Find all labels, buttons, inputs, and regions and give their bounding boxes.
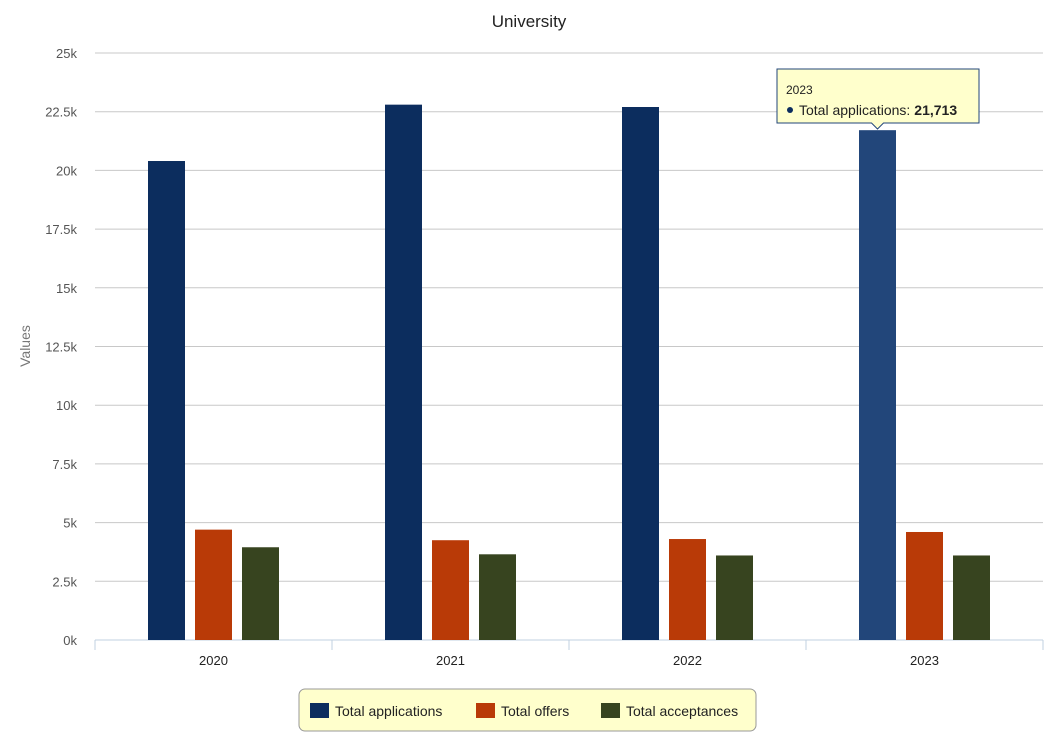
x-tick-label: 2022 [673, 653, 702, 668]
y-tick-label: 12.5k [45, 340, 77, 355]
legend: Total applications Total offers Total acce… [298, 688, 757, 732]
bar-total-applications-2022[interactable] [622, 107, 659, 640]
y-tick-label: 7.5k [52, 457, 77, 472]
legend-swatch [601, 703, 620, 718]
legend-item-total-acceptances[interactable]: Total acceptances [601, 703, 738, 719]
bar-total-offers-2023[interactable] [906, 531, 943, 640]
y-tick-label: 2.5k [52, 574, 77, 589]
y-tick-label: 20k [56, 163, 77, 178]
tooltip-series-label: Total applications: [799, 102, 910, 118]
bar-total-acceptances-2020[interactable] [242, 547, 279, 640]
tooltip: 2023 Total applications: 21,713 [776, 68, 980, 130]
x-tick-label: 2020 [199, 653, 228, 668]
bar-total-offers-2022[interactable] [669, 539, 706, 640]
y-axis-title: Values [17, 325, 33, 367]
bar-total-acceptances-2022[interactable] [716, 555, 753, 640]
y-tick-label: 22.5k [45, 105, 77, 120]
tooltip-box [776, 68, 980, 130]
tooltip-value: 21,713 [914, 102, 957, 118]
y-tick-label: 5k [63, 516, 77, 531]
gridlines [95, 52, 1043, 582]
bar-total-applications-2020[interactable] [148, 161, 185, 640]
tooltip-line: Total applications: 21,713 [799, 102, 957, 118]
tooltip-header: 2023 [786, 83, 813, 97]
legend-swatch [310, 703, 329, 718]
bar-total-offers-2021[interactable] [432, 540, 469, 640]
x-tick-label: 2023 [910, 653, 939, 668]
legend-label: Total applications [335, 703, 442, 719]
chart-title: University [492, 12, 567, 31]
legend-label: Total offers [501, 703, 569, 719]
x-axis: 2020 2021 2022 2023 [94, 639, 1044, 668]
legend-item-total-offers[interactable]: Total offers [476, 703, 569, 719]
legend-box [298, 688, 757, 732]
y-tick-label: 15k [56, 281, 77, 296]
bars [148, 104, 990, 640]
y-tick-label: 25k [56, 46, 77, 61]
y-tick-label: 10k [56, 398, 77, 413]
bar-total-acceptances-2023[interactable] [953, 555, 990, 640]
y-axis-ticks: 0k 2.5k 5k 7.5k 10k 12.5k 15k 17.5k 20k 22.5k 25k [45, 46, 77, 648]
legend-item-total-applications[interactable]: Total applications [310, 703, 442, 719]
bar-total-offers-2020[interactable] [195, 529, 232, 640]
bar-total-applications-2021[interactable] [385, 104, 422, 640]
tooltip-bullet-icon [787, 107, 793, 113]
y-tick-label: 0k [63, 633, 77, 648]
bar-total-applications-2023[interactable] [859, 130, 896, 640]
x-tick-label: 2021 [436, 653, 465, 668]
y-tick-label: 17.5k [45, 222, 77, 237]
legend-label: Total acceptances [626, 703, 738, 719]
bar-total-acceptances-2021[interactable] [479, 554, 516, 640]
legend-swatch [476, 703, 495, 718]
